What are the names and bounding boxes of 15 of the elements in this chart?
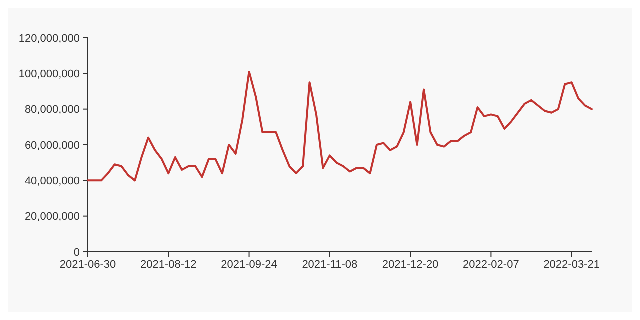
x-tick-label: 2021-06-30 (60, 259, 116, 271)
y-tick-label: 120,000,000 (18, 32, 80, 45)
x-tick-label: 2021-08-12 (140, 259, 197, 271)
line-series (87, 70, 593, 182)
y-tick-label: 100,000,000 (18, 68, 80, 81)
x-tick-label: 2021-11-08 (302, 259, 358, 271)
y-tick-label: 20,000,000 (24, 211, 80, 224)
y-tick-label: 80,000,000 (24, 104, 80, 116)
x-tick-label: 2021-12-20 (382, 259, 439, 271)
x-tick-label: 2021-09-24 (221, 259, 278, 271)
y-tick-label: 40,000,000 (24, 176, 80, 188)
y-tick-label: 60,000,000 (24, 140, 80, 152)
y-tick-label: 0 (74, 246, 80, 259)
x-tick-label: 2022-03-21 (544, 259, 600, 271)
x-tick-label: 2022-02-07 (463, 259, 520, 271)
